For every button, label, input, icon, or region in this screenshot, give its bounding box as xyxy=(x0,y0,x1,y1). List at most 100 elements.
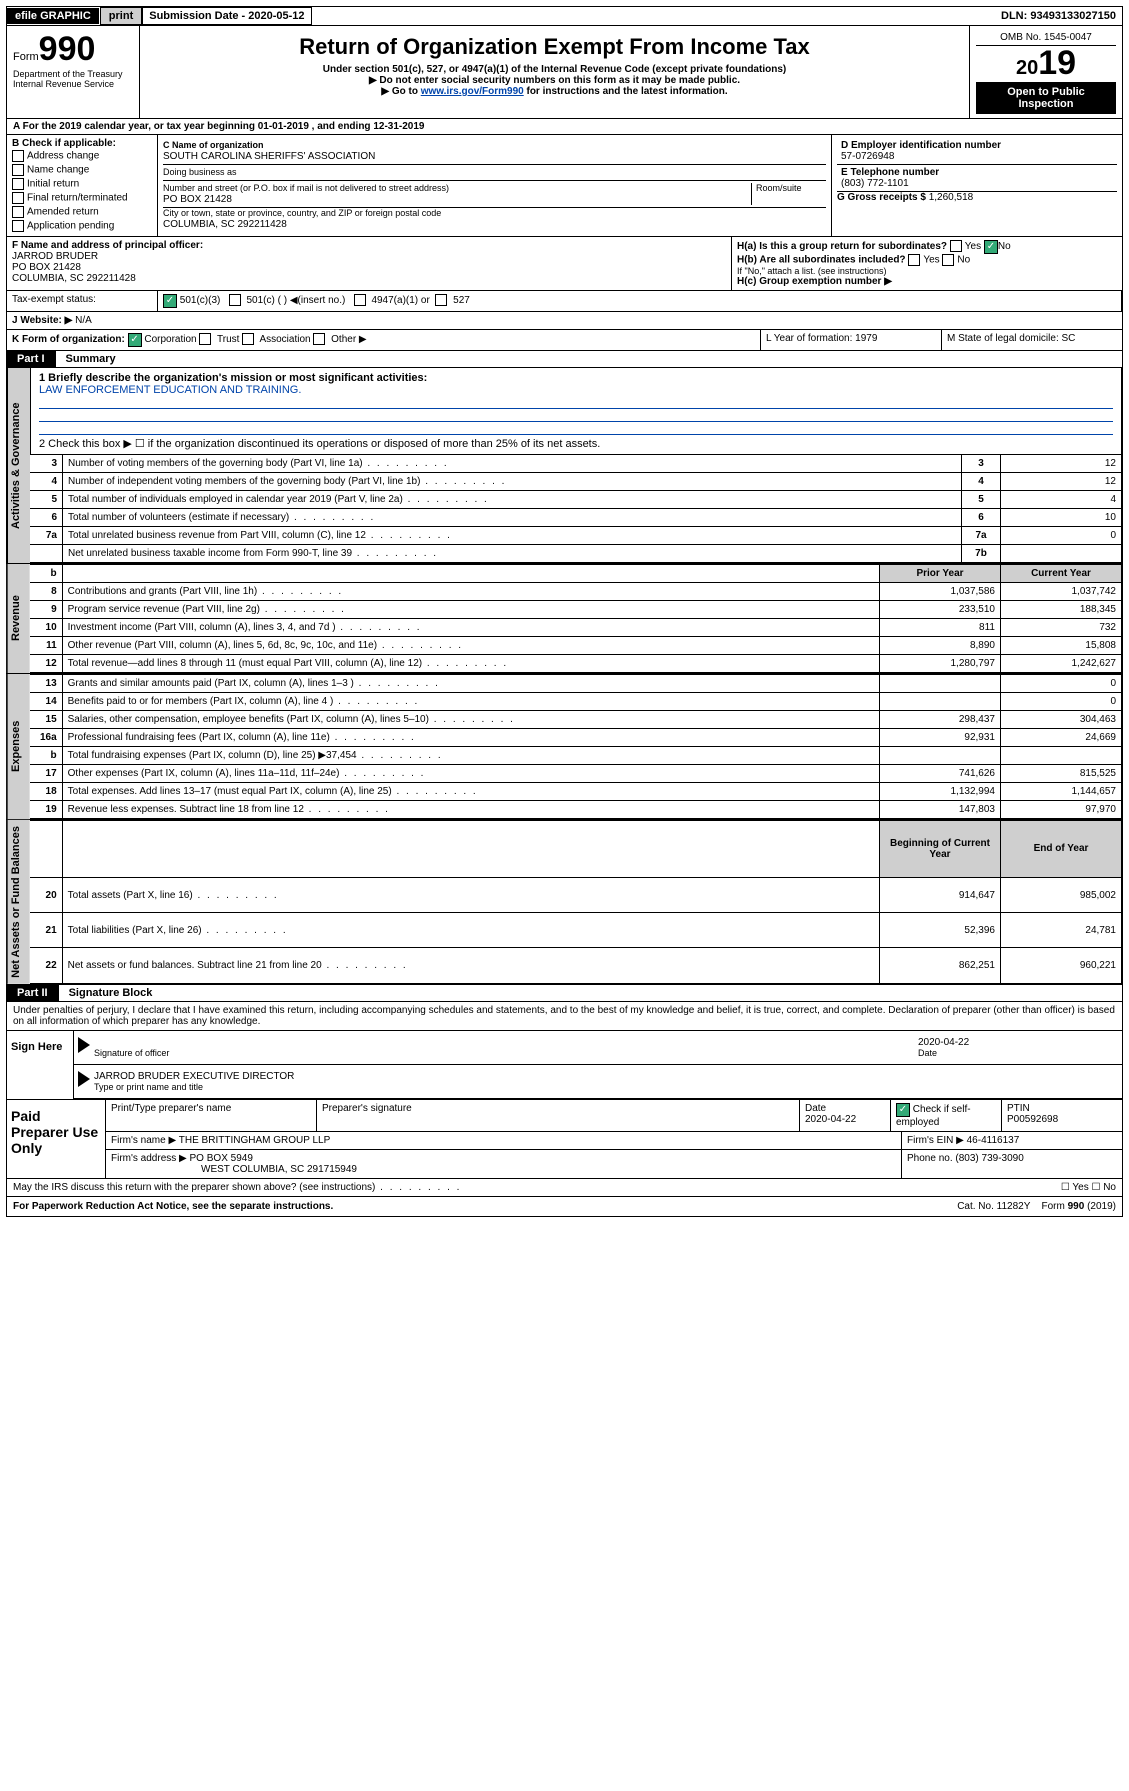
form-number: 990 xyxy=(39,30,96,68)
ha-label: H(a) Is this a group return for subordin… xyxy=(737,241,947,252)
subtitle-1: Under section 501(c), 527, or 4947(a)(1)… xyxy=(146,64,963,75)
tax-status-label: Tax-exempt status: xyxy=(7,291,158,311)
pointer-icon xyxy=(78,1037,90,1053)
officer-label: F Name and address of principal officer: xyxy=(12,240,203,251)
room-label: Room/suite xyxy=(756,183,802,193)
governance-section: Activities & Governance 1 Briefly descri… xyxy=(6,368,1123,564)
firm-addr1: PO BOX 5949 xyxy=(190,1153,253,1164)
opt-corp: Corporation xyxy=(144,334,196,345)
prep-name-hdr: Print/Type preparer's name xyxy=(106,1100,317,1131)
c4947: 4947(a)(1) or xyxy=(371,295,429,306)
check-icon: ✓ xyxy=(128,333,142,347)
sig-officer-label: Signature of officer xyxy=(94,1048,918,1058)
sig-name: JARROD BRUDER EXECUTIVE DIRECTOR xyxy=(94,1071,1118,1082)
year-suffix: 19 xyxy=(1038,44,1076,82)
pointer-icon xyxy=(78,1071,90,1087)
street: PO BOX 21428 xyxy=(163,194,232,205)
efile-button[interactable]: efile GRAPHIC xyxy=(7,8,100,24)
block-right: D Employer identification number57-07269… xyxy=(832,135,1122,236)
q1: 1 Briefly describe the organization's mi… xyxy=(39,372,1113,384)
firm-name-lbl: Firm's name ▶ xyxy=(111,1135,176,1146)
cb-amended[interactable]: Amended return xyxy=(12,205,152,219)
c-other: 501(c) ( ) ◀(insert no.) xyxy=(246,295,345,306)
dba-label: Doing business as xyxy=(163,167,237,177)
tax-period: A For the 2019 calendar year, or tax yea… xyxy=(6,119,1123,135)
prep-date-hdr: Date xyxy=(805,1103,826,1114)
print-button[interactable]: print xyxy=(100,7,142,25)
net-table: Beginning of Current YearEnd of Year20To… xyxy=(30,820,1122,984)
info-block: B Check if applicable: Address change Na… xyxy=(6,135,1123,237)
hb-note: If "No," attach a list. (see instruction… xyxy=(737,266,1117,276)
gov-label: Activities & Governance xyxy=(7,368,30,563)
cb-pending[interactable]: Application pending xyxy=(12,219,152,233)
hb-label: H(b) Are all subordinates included? xyxy=(737,255,906,266)
firm-phone-lbl: Phone no. xyxy=(907,1153,953,1164)
gross-receipts: 1,260,518 xyxy=(929,192,974,203)
open-inspection: Open to Public Inspection xyxy=(976,82,1116,114)
subtitle-2: ▶ Do not enter social security numbers o… xyxy=(146,75,963,86)
dln: DLN: 93493133027150 xyxy=(995,8,1122,24)
form-label: Form xyxy=(13,51,39,63)
instructions-link[interactable]: www.irs.gov/Form990 xyxy=(421,86,524,97)
firm-name: THE BRITTINGHAM GROUP LLP xyxy=(179,1135,331,1146)
dept-treasury: Department of the Treasury xyxy=(13,69,133,79)
firm-addr2: WEST COLUMBIA, SC 291715949 xyxy=(201,1164,357,1175)
officer-addr2: COLUMBIA, SC 292211428 xyxy=(12,273,136,284)
ein-label: D Employer identification number xyxy=(841,140,1001,151)
part1-title: Summary xyxy=(55,351,1122,367)
footer: For Paperwork Reduction Act Notice, see … xyxy=(6,1197,1123,1217)
part2-title: Signature Block xyxy=(58,985,1122,1001)
form-title: Return of Organization Exempt From Incom… xyxy=(146,34,963,60)
year-formation: L Year of formation: 1979 xyxy=(760,330,941,350)
opt-assoc: Association xyxy=(259,334,310,345)
sig-date: 2020-04-22 xyxy=(918,1037,1118,1048)
discuss-text: May the IRS discuss this return with the… xyxy=(13,1182,461,1193)
website-row: J Website: ▶ N/A xyxy=(6,312,1123,330)
sign-block: Sign Here Signature of officer 2020-04-2… xyxy=(6,1031,1123,1100)
block-c: C Name of organizationSOUTH CAROLINA SHE… xyxy=(158,135,832,236)
dept-irs: Internal Revenue Service xyxy=(13,79,133,89)
prep-sig-hdr: Preparer's signature xyxy=(317,1100,800,1131)
part2-header: Part II Signature Block xyxy=(6,985,1123,1002)
paid-title: Paid Preparer Use Only xyxy=(7,1100,106,1178)
block-b-title: B Check if applicable: xyxy=(12,138,152,149)
year-prefix: 20 xyxy=(1016,57,1038,79)
gross-label: G Gross receipts $ xyxy=(837,192,926,203)
sign-here-label: Sign Here xyxy=(7,1031,74,1099)
goto-post: for instructions and the latest informat… xyxy=(524,86,728,97)
submission-date: Submission Date - 2020-05-12 xyxy=(142,7,311,25)
firm-addr-lbl: Firm's address ▶ xyxy=(111,1153,187,1164)
pra-notice: For Paperwork Reduction Act Notice, see … xyxy=(13,1201,333,1212)
prep-date: 2020-04-22 xyxy=(805,1114,856,1125)
phone-label: E Telephone number xyxy=(841,167,939,178)
firm-phone: (803) 739-3090 xyxy=(955,1153,1023,1164)
org-name: SOUTH CAROLINA SHERIFFS' ASSOCIATION xyxy=(163,151,375,162)
rev-label: Revenue xyxy=(7,564,30,673)
net-label: Net Assets or Fund Balances xyxy=(7,820,30,984)
c3: 501(c)(3) xyxy=(180,295,221,306)
expenses-section: Expenses 13Grants and similar amounts pa… xyxy=(6,674,1123,820)
tax-status-row: Tax-exempt status: ✓ 501(c)(3) 501(c) ( … xyxy=(6,291,1123,312)
officer-name: JARROD BRUDER xyxy=(12,251,98,262)
cb-initial[interactable]: Initial return xyxy=(12,177,152,191)
cat-no: Cat. No. 11282Y xyxy=(957,1201,1030,1212)
sig-date-label: Date xyxy=(918,1048,1118,1058)
check-icon: ✓ xyxy=(896,1103,910,1117)
check-icon: ✓ xyxy=(984,240,998,254)
website-value: N/A xyxy=(75,315,92,326)
cb-final[interactable]: Final return/terminated xyxy=(12,191,152,205)
state-domicile: M State of legal domicile: SC xyxy=(941,330,1122,350)
exp-label: Expenses xyxy=(7,674,30,819)
ptin-hdr: PTIN xyxy=(1007,1103,1030,1114)
cb-address[interactable]: Address change xyxy=(12,149,152,163)
discuss-opts: ☐ Yes ☐ No xyxy=(1061,1182,1116,1193)
opt-other: Other ▶ xyxy=(331,334,366,345)
cb-name[interactable]: Name change xyxy=(12,163,152,177)
mission-text: LAW ENFORCEMENT EDUCATION AND TRAINING. xyxy=(39,384,1113,396)
opt-trust: Trust xyxy=(217,334,239,345)
sig-name-label: Type or print name and title xyxy=(94,1082,1118,1092)
phone: (803) 772-1101 xyxy=(841,178,909,189)
form-footer: Form 990 (2019) xyxy=(1042,1201,1116,1212)
q2: 2 Check this box ▶ ☐ if the organization… xyxy=(39,437,1113,450)
part1-num: Part I xyxy=(7,351,55,367)
